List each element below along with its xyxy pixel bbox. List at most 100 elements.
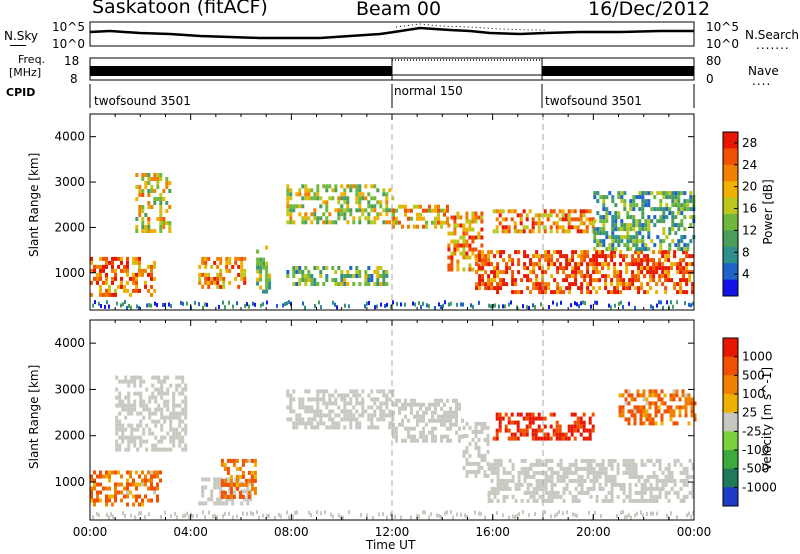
echo-cell xyxy=(349,397,353,402)
echo-cell xyxy=(115,423,119,428)
echo-cell xyxy=(649,494,653,499)
echo-cell xyxy=(121,435,125,440)
echo-cell xyxy=(567,225,571,230)
echo-cell xyxy=(589,478,593,483)
echo-cell xyxy=(159,225,163,229)
echo-cell xyxy=(602,239,606,244)
echo-cell xyxy=(446,434,449,439)
echo-cell xyxy=(373,270,377,274)
echo-cell xyxy=(316,192,320,197)
echo-cell xyxy=(340,282,344,286)
echo-cell xyxy=(198,264,202,269)
colorbar-swatch xyxy=(723,279,738,297)
echo-cell xyxy=(538,478,542,483)
echo-cell xyxy=(564,436,568,441)
echo-cell xyxy=(596,199,600,204)
echo-cell xyxy=(376,270,380,274)
echo-cell xyxy=(620,191,624,196)
echo-cell xyxy=(662,239,666,244)
echo-cell xyxy=(114,292,117,297)
echo-cell xyxy=(370,196,374,201)
echo-cell xyxy=(589,262,593,267)
echo-cell xyxy=(531,217,535,222)
echo-cell xyxy=(655,270,659,275)
echo-cell xyxy=(253,486,257,491)
echo-cell xyxy=(139,423,143,428)
echo-cell xyxy=(141,189,145,193)
echo-cell xyxy=(633,409,637,414)
echo-cell xyxy=(647,215,651,220)
echo-cell xyxy=(676,270,680,275)
echo-cell xyxy=(379,200,383,205)
echo-cell xyxy=(157,407,161,412)
echo-cell xyxy=(582,436,586,441)
echo-cell xyxy=(622,498,626,503)
echo-cell xyxy=(637,278,641,283)
echo-cell xyxy=(586,466,590,471)
echo-cell xyxy=(689,215,693,220)
echo-cell xyxy=(537,221,541,226)
echo-cell xyxy=(382,417,386,422)
echo-cell xyxy=(486,473,490,478)
echo-cell xyxy=(172,431,176,436)
echo-cell xyxy=(682,498,686,503)
echo-cell xyxy=(679,486,683,491)
echo-cell xyxy=(253,490,257,495)
echo-cell xyxy=(148,431,152,436)
echo-cell xyxy=(121,403,125,408)
echo-cell xyxy=(120,284,123,289)
echo-cell xyxy=(582,213,586,218)
echo-cell xyxy=(628,286,632,291)
ground-scatter-cell xyxy=(558,510,560,514)
echo-cell xyxy=(298,212,302,217)
echo-cell xyxy=(669,397,673,402)
echo-cell xyxy=(559,250,563,255)
echo-cell xyxy=(478,250,482,255)
echo-cell xyxy=(129,292,132,297)
echo-cell xyxy=(538,286,542,291)
colorbar-tick-label: -1000 xyxy=(742,480,777,494)
echo-cell xyxy=(641,239,645,244)
echo-cell xyxy=(443,212,446,217)
echo-cell xyxy=(671,219,675,224)
echo-cell xyxy=(610,474,614,479)
echo-cell xyxy=(364,184,368,189)
echo-cell xyxy=(358,393,362,398)
echo-cell xyxy=(546,213,550,218)
echo-cell xyxy=(689,207,693,212)
echo-cell xyxy=(556,494,560,499)
echo-cell xyxy=(529,278,533,283)
echo-cell xyxy=(630,397,634,402)
echo-cell xyxy=(634,474,638,479)
echo-cell xyxy=(118,443,122,448)
echo-cell xyxy=(184,447,188,452)
ground-scatter-cell xyxy=(512,514,514,519)
echo-cell xyxy=(367,216,371,221)
echo-cell xyxy=(510,217,514,222)
echo-cell xyxy=(507,416,511,421)
echo-cell xyxy=(126,264,129,269)
echo-cell xyxy=(682,290,686,295)
echo-cell xyxy=(376,266,380,270)
echo-cell xyxy=(370,204,374,209)
echo-cell xyxy=(565,274,569,279)
echo-cell xyxy=(468,227,472,232)
echo-cell xyxy=(316,184,320,189)
echo-cell xyxy=(96,498,99,503)
echo-cell xyxy=(238,494,242,499)
echo-cell xyxy=(635,223,639,228)
echo-cell xyxy=(349,413,353,418)
echo-cell xyxy=(135,217,139,221)
echo-cell xyxy=(210,489,214,494)
echo-cell xyxy=(127,435,131,440)
ground-scatter-cell xyxy=(348,304,350,309)
echo-cell xyxy=(150,205,154,209)
echo-cell xyxy=(513,221,517,226)
ground-scatter-cell xyxy=(180,300,182,305)
ground-scatter-cell xyxy=(502,513,504,518)
echo-cell xyxy=(628,470,632,475)
echo-cell xyxy=(160,387,164,392)
echo-cell xyxy=(443,410,446,415)
echo-cell xyxy=(157,419,161,424)
echo-cell xyxy=(385,208,389,213)
